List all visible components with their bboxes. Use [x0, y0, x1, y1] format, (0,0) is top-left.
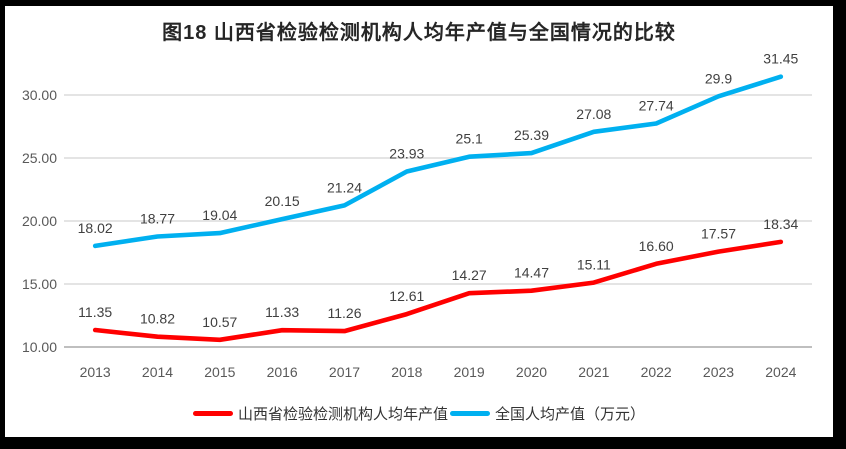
data-label: 10.57 — [202, 314, 237, 330]
legend-label: 山西省检验检测机构人均年产值 — [237, 406, 448, 423]
data-label: 11.26 — [328, 305, 362, 321]
data-label: 11.35 — [78, 304, 112, 320]
chart-canvas: 图18 山西省检验检测机构人均年产值与全国情况的比较 10.00 15.00 20.… — [5, 6, 833, 437]
data-label: 11.33 — [265, 304, 299, 320]
legend-swatch — [192, 411, 233, 416]
data-label: 16.60 — [639, 238, 674, 254]
data-label: 27.08 — [576, 106, 611, 122]
x-axis-tick-label: 2021 — [578, 364, 609, 380]
legend-swatch — [450, 411, 490, 416]
x-axis-tick-label: 2018 — [391, 364, 422, 380]
data-label: 31.45 — [763, 51, 798, 67]
x-axis-tick-label: 2013 — [80, 364, 111, 380]
data-label: 20.15 — [265, 193, 300, 209]
data-label: 14.47 — [514, 265, 549, 281]
x-axis-tick-label: 2022 — [641, 364, 672, 380]
chart-legend: 山西省检验检测机构人均年产值 全国人均产值（万元） — [5, 403, 833, 424]
data-label: 12.61 — [389, 288, 424, 304]
y-axis-tick-label: 15.00 — [22, 276, 57, 292]
x-axis-tick-label: 2024 — [765, 364, 796, 380]
chart-title: 图18 山西省检验检测机构人均年产值与全国情况的比较 — [162, 22, 676, 44]
x-axis-tick-label: 2014 — [142, 364, 173, 380]
series-line — [92, 239, 784, 343]
y-axis-tick-label: 30.00 — [22, 87, 57, 103]
x-axis-tick-label: 2023 — [703, 364, 734, 380]
legend-label: 全国人均产值（万元） — [495, 406, 646, 423]
data-label: 23.93 — [389, 145, 424, 161]
y-axis-tick-label: 25.00 — [22, 150, 57, 166]
data-label: 14.27 — [452, 267, 487, 283]
data-label: 25.39 — [514, 127, 549, 143]
y-axis-tick-label: 10.00 — [22, 339, 57, 355]
x-axis-tick-label: 2019 — [454, 364, 485, 380]
data-label: 25.1 — [456, 131, 483, 147]
data-label: 18.02 — [78, 220, 113, 236]
data-label: 19.04 — [202, 207, 237, 223]
series-line — [92, 74, 784, 249]
data-label: 29.9 — [705, 70, 732, 86]
data-label: 10.82 — [140, 311, 175, 327]
legend-item: 山西省检验检测机构人均年产值 — [192, 403, 448, 424]
data-label: 18.34 — [763, 216, 798, 232]
x-axis-tick-label: 2017 — [329, 364, 360, 380]
chart-plot: 10.00 15.00 20.00 25.00 30.00 2013 2014 2015 201… — [22, 51, 812, 380]
data-label: 18.77 — [140, 210, 175, 226]
data-label: 17.57 — [701, 226, 736, 242]
data-label: 15.11 — [577, 257, 611, 273]
data-label: 21.24 — [327, 179, 362, 195]
data-label: 27.74 — [639, 97, 674, 113]
legend-item: 全国人均产值（万元） — [450, 403, 645, 424]
y-axis-tick-label: 20.00 — [22, 213, 57, 229]
x-axis-tick-label: 2016 — [267, 364, 298, 380]
x-axis-tick-label: 2015 — [204, 364, 235, 380]
x-axis-tick-label: 2020 — [516, 364, 547, 380]
